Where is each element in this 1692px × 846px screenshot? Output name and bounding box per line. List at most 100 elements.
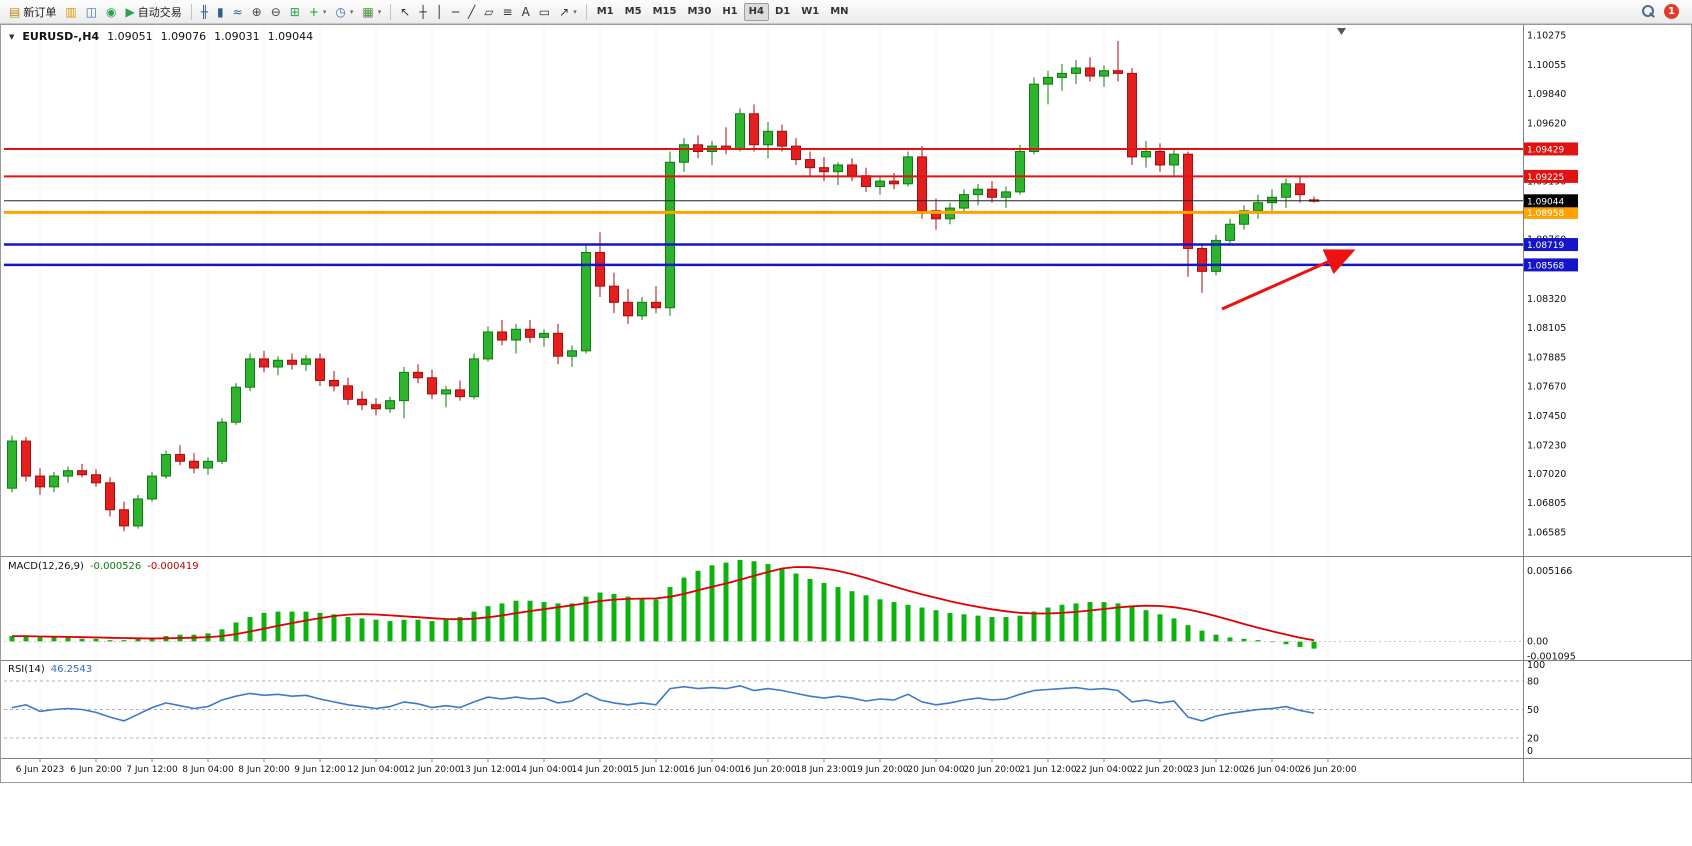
time-axis-label: 21 Jun 12:00 <box>1019 765 1076 775</box>
candle-up <box>1253 202 1263 212</box>
macd-bar <box>9 636 15 642</box>
macd-bar <box>37 637 43 642</box>
candle-down <box>847 164 857 177</box>
macd-bar <box>79 638 85 642</box>
timeframe-d1-button[interactable]: D1 <box>770 3 795 21</box>
horizontal-line-button[interactable]: ─ <box>448 2 463 22</box>
time-axis-label: 23 Jun 12:00 <box>1187 765 1244 775</box>
macd-bar <box>555 603 561 642</box>
search-button[interactable] <box>1639 2 1659 22</box>
equidistant-channel-icon: ▱ <box>484 4 494 19</box>
new-chart-button[interactable]: ▥ <box>61 2 80 22</box>
timeframe-m30-button[interactable]: M30 <box>682 3 716 21</box>
auto-trading-button[interactable]: ▶ 自动交易 <box>122 2 186 22</box>
zoom-in-button[interactable]: ⊕ <box>248 2 266 22</box>
vertical-line-icon: │ <box>435 4 443 19</box>
trendline-icon: ╱ <box>468 4 476 19</box>
time-axis-label: 6 Jun 2023 <box>16 765 64 775</box>
chart-symbol-label: EURUSD-,H4 <box>22 30 100 43</box>
periods-button[interactable]: ◷ ▾ <box>331 2 357 22</box>
macd-bar <box>289 611 295 642</box>
candle-down <box>987 188 997 198</box>
candle-up <box>1029 83 1039 152</box>
profiles-button[interactable]: ◫ <box>82 2 101 22</box>
timeframe-m1-button[interactable]: M1 <box>592 3 619 21</box>
time-axis-label: 14 Jun 20:00 <box>571 765 628 775</box>
candle-up <box>49 475 59 488</box>
price-badge-label: 1.08958 <box>1527 209 1564 219</box>
macd-bar <box>149 637 155 642</box>
tile-windows-icon: ⊞ <box>289 4 300 19</box>
chart-header: ▼ EURUSD-,H4 1.09051 1.09076 1.09031 1.0… <box>9 30 313 43</box>
candle-down <box>595 252 605 287</box>
macd-bar <box>387 621 393 642</box>
time-axis-label: 12 Jun 04:00 <box>347 765 404 775</box>
crosshair-button[interactable]: ┼ <box>415 2 430 22</box>
candlestick-button[interactable]: ▮ <box>213 2 228 22</box>
timeframe-m5-button[interactable]: M5 <box>620 3 647 21</box>
candle-down <box>455 389 465 398</box>
label-button[interactable]: ▭ <box>535 2 554 22</box>
timeframe-w1-button[interactable]: W1 <box>796 3 824 21</box>
chart-collapse-icon[interactable]: ▼ <box>9 32 15 41</box>
chart-shift-marker[interactable] <box>1337 28 1346 35</box>
trendline-button[interactable]: ╱ <box>464 2 479 22</box>
text-button[interactable]: A <box>518 2 534 22</box>
line-chart-button[interactable]: ≈ <box>229 2 247 22</box>
bar-chart-button[interactable]: ╫ <box>197 2 212 22</box>
candle-up <box>63 470 73 477</box>
macd-bar <box>121 640 127 642</box>
price-axis-label: 1.06585 <box>1527 527 1566 538</box>
price-badge-label: 1.09044 <box>1527 197 1564 207</box>
vertical-line-button[interactable]: │ <box>432 2 447 22</box>
templates-button[interactable]: ▦ ▾ <box>358 2 385 22</box>
candle-down <box>917 156 927 212</box>
arrows-button[interactable]: ↗ ▾ <box>555 2 581 22</box>
rsi-title: RSI(14) 46.2543 <box>8 664 92 675</box>
candle-up <box>441 389 451 395</box>
macd-bar <box>1073 603 1079 642</box>
candle-up <box>273 359 283 368</box>
macd-bar <box>1115 603 1121 642</box>
candle-up <box>203 460 213 469</box>
trend-arrow-annotation[interactable] <box>1221 249 1356 311</box>
rsi-axis-label: 0 <box>1527 746 1533 757</box>
macd-bar <box>51 637 57 642</box>
indicators-button[interactable]: + ▾ <box>305 2 331 22</box>
price-axis-label: 1.08105 <box>1527 323 1566 334</box>
notification-badge[interactable]: 1 <box>1664 4 1679 19</box>
macd-title: MACD(12,26,9) -0.000526 -0.000419 <box>8 561 199 572</box>
macd-bar <box>1283 641 1289 645</box>
macd-bar <box>653 599 659 642</box>
macd-signal-line <box>12 566 1315 642</box>
new-order-button[interactable]: ▤ 新订单 <box>5 2 60 22</box>
fibonacci-button[interactable]: ≡ <box>499 2 517 22</box>
channel-button[interactable]: ▱ <box>480 2 497 22</box>
timeframe-h4-button[interactable]: H4 <box>743 2 769 21</box>
candle-up <box>245 358 255 388</box>
candle-up <box>1225 223 1235 241</box>
candle-up <box>567 350 577 357</box>
macd-bar <box>107 640 113 642</box>
macd-bar <box>1255 640 1261 642</box>
timeframe-m15-button[interactable]: M15 <box>648 3 682 21</box>
cursor-button[interactable]: ↖ <box>396 2 414 22</box>
rsi-axis-label: 50 <box>1527 705 1539 716</box>
template-icon: ▦ <box>362 4 374 19</box>
auto-trading-icon: ▶ <box>125 4 135 19</box>
macd-bar <box>919 607 925 642</box>
crosshair-icon: ┼ <box>419 4 427 19</box>
tile-windows-button[interactable]: ⊞ <box>286 2 304 22</box>
candle-up <box>1001 191 1011 198</box>
market-watch-button[interactable]: ◉ <box>102 2 120 22</box>
macd-bar <box>499 603 505 642</box>
chart-background <box>0 24 1692 784</box>
price-badge-label: 1.09225 <box>1527 173 1564 183</box>
candle-up <box>665 161 675 309</box>
timeframe-h1-button[interactable]: H1 <box>717 3 742 21</box>
timeframe-mn-button[interactable]: MN <box>825 3 853 21</box>
zoom-out-button[interactable]: ⊖ <box>267 2 285 22</box>
dropdown-arrow-icon: ▾ <box>573 7 577 16</box>
price-axis-label: 1.07020 <box>1527 469 1566 480</box>
